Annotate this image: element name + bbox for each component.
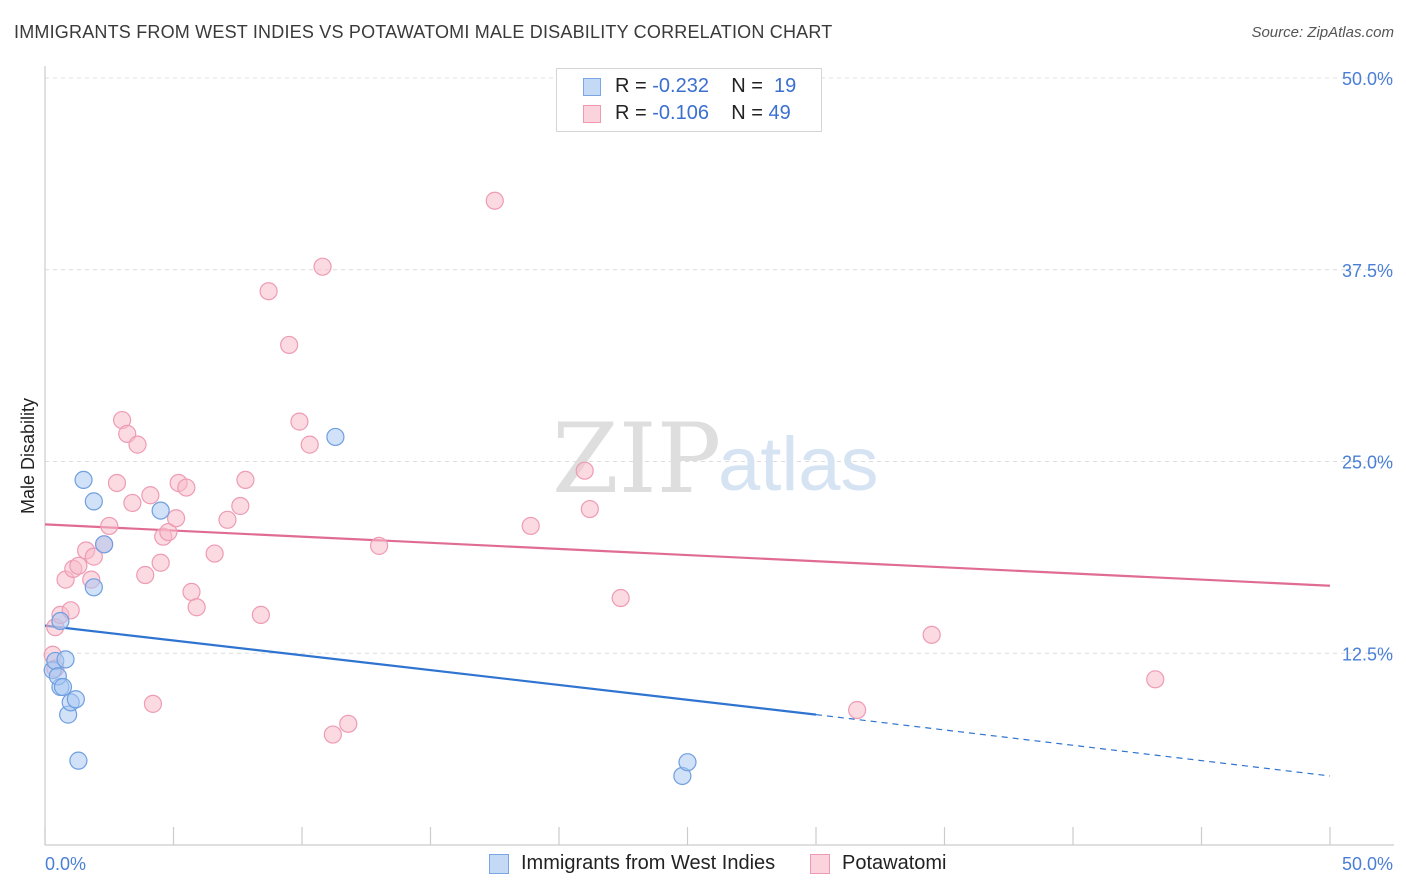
point-series1-49	[1146, 670, 1165, 689]
legend-swatch-west-indies	[583, 78, 601, 96]
trend-line-dashed-0	[815, 714, 1331, 777]
legend-r-value: -0.232	[652, 75, 709, 97]
point-series0-14	[326, 427, 345, 447]
point-series0-7	[66, 690, 85, 709]
point-series1-40	[339, 714, 358, 733]
bottom-legend-label-west-indies: Immigrants from West Indies	[521, 852, 776, 874]
chart-title: IMMIGRANTS FROM WEST INDIES VS POTAWATOM…	[14, 22, 833, 42]
legend-r-value: -0.106	[652, 102, 709, 124]
point-series1-7	[69, 556, 88, 575]
point-series0-16	[678, 753, 697, 772]
correlation-legend: R = -0.232 N = 19 R = -0.106 N = 49	[556, 68, 822, 132]
legend-swatch-potawatomi	[583, 105, 601, 123]
point-series1-39	[323, 725, 342, 744]
point-series1-48	[922, 625, 941, 644]
point-series1-41	[370, 536, 389, 555]
point-series0-11	[84, 578, 103, 597]
point-series1-35	[280, 335, 299, 355]
point-series1-23	[159, 522, 178, 542]
point-series0-13	[151, 501, 170, 520]
watermark-atlas: atlas	[718, 422, 879, 507]
legend-text-potawatomi: R = -0.106 N = 49	[615, 102, 791, 125]
point-series1-17	[128, 435, 147, 454]
trend-layer	[44, 523, 1331, 777]
point-series1-28	[187, 598, 206, 617]
y-tick-label-0: 12.5%	[1342, 644, 1393, 664]
point-series1-38	[313, 257, 332, 276]
point-series1-26	[177, 478, 196, 497]
tick-label-layer: 12.5% 25.0% 37.5% 50.0% 0.0% 50.0%	[45, 69, 1393, 874]
axis-layer	[44, 66, 1394, 846]
y-tick-label-3: 50.0%	[1342, 69, 1393, 89]
legend-n-value: 49	[768, 102, 791, 124]
point-series1-24	[166, 509, 186, 528]
legend-n-value: 19	[774, 75, 797, 97]
bottom-legend-swatch-potawatomi	[810, 854, 830, 874]
point-series0-4	[56, 650, 75, 669]
x-tick-label-1: 50.0%	[1342, 854, 1393, 874]
bottom-legend-label-potawatomi: Potawatomi	[842, 852, 947, 874]
point-series1-45	[580, 499, 599, 519]
point-series1-34	[259, 282, 278, 301]
point-series1-42	[485, 191, 504, 210]
point-series1-13	[107, 473, 127, 493]
trend-line-0	[44, 624, 817, 716]
legend-text-west-indies: R = -0.232 N = 19	[615, 75, 796, 98]
point-series1-32	[236, 470, 255, 490]
point-series0-10	[84, 492, 103, 511]
y-tick-label-2: 37.5%	[1342, 261, 1393, 281]
x-tick-label-0: 0.0%	[45, 854, 86, 874]
point-series1-10	[84, 547, 103, 566]
point-series1-16	[123, 493, 142, 513]
point-series1-20	[143, 694, 163, 713]
point-series1-18	[136, 565, 155, 585]
point-series1-33	[251, 605, 270, 625]
point-series1-12	[100, 516, 119, 536]
watermark: ZIP atlas	[552, 403, 879, 515]
point-series1-31	[231, 496, 250, 516]
point-series1-46	[611, 588, 630, 608]
point-series1-37	[300, 435, 319, 454]
point-layer	[43, 191, 1165, 786]
legend-r-label: R =	[615, 75, 653, 97]
point-series1-47	[848, 700, 867, 720]
point-series0-9	[74, 470, 93, 490]
point-series1-36	[290, 412, 309, 431]
point-series1-27	[182, 582, 201, 601]
watermark-zip: ZIP	[552, 403, 721, 515]
point-series1-30	[218, 510, 237, 529]
point-series0-8	[69, 751, 88, 770]
point-series1-44	[575, 461, 594, 480]
source-label: Source: ZipAtlas.com	[1251, 24, 1394, 41]
trend-line-1	[44, 523, 1331, 587]
point-series0-12	[95, 535, 114, 554]
y-axis-label: Male Disability	[18, 398, 38, 514]
legend-n-label: N =	[731, 75, 769, 97]
point-series1-43	[521, 516, 540, 536]
point-series1-21	[151, 553, 170, 572]
legend-n-label: N =	[731, 102, 769, 124]
grid-layer	[45, 77, 1394, 654]
point-series0-18	[53, 677, 73, 697]
y-tick-label-1: 25.0%	[1342, 453, 1393, 473]
bottom-legend-swatch-west-indies	[489, 854, 509, 874]
legend-r-label: R =	[615, 102, 653, 124]
point-series1-19	[141, 486, 160, 505]
point-series1-29	[205, 544, 224, 563]
point-series0-3	[51, 611, 70, 631]
